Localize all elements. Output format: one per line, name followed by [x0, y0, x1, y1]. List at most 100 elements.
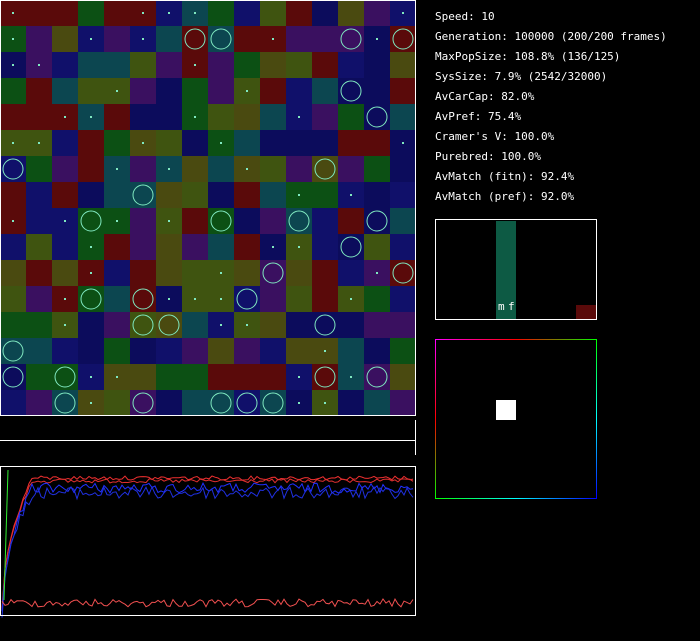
agent — [132, 184, 154, 206]
plot-line — [1, 485, 414, 618]
stat-line: Cramer's V: 100.0% — [435, 130, 555, 143]
agent — [314, 158, 336, 180]
cell — [234, 0, 260, 26]
cell — [52, 0, 78, 26]
cell — [26, 156, 52, 182]
cell — [312, 364, 338, 390]
cell — [260, 286, 286, 312]
cell — [78, 338, 104, 364]
cell — [390, 78, 416, 104]
cell — [390, 364, 416, 390]
agent — [236, 288, 258, 310]
cell — [338, 390, 364, 416]
cell — [338, 338, 364, 364]
cell — [364, 156, 390, 182]
cell — [286, 156, 312, 182]
agent — [12, 38, 14, 40]
cell — [182, 182, 208, 208]
cell — [0, 338, 26, 364]
cell — [364, 52, 390, 78]
cell — [182, 130, 208, 156]
cell — [104, 390, 130, 416]
agent — [38, 64, 40, 66]
agent — [132, 314, 154, 336]
cell — [26, 390, 52, 416]
agent — [350, 194, 352, 196]
cell — [130, 390, 156, 416]
cell — [208, 78, 234, 104]
world-grid — [0, 0, 416, 416]
cell — [260, 260, 286, 286]
cell — [260, 312, 286, 338]
agent — [314, 314, 336, 336]
agent — [298, 246, 300, 248]
cell — [390, 312, 416, 338]
cell — [338, 52, 364, 78]
cell — [234, 208, 260, 234]
cell — [390, 338, 416, 364]
stat-line: Generation: 100000 (200/200 frames) — [435, 30, 667, 43]
cell — [52, 182, 78, 208]
cell — [182, 312, 208, 338]
agent — [142, 38, 144, 40]
cell — [52, 260, 78, 286]
agent — [142, 142, 144, 144]
cell — [130, 364, 156, 390]
cell — [260, 52, 286, 78]
cell — [78, 182, 104, 208]
stat-line: AvMatch (fitn): 92.4% — [435, 170, 574, 183]
agent — [392, 28, 414, 50]
cell — [78, 286, 104, 312]
agent — [168, 298, 170, 300]
agent — [12, 220, 14, 222]
cell — [78, 208, 104, 234]
hist-label: m — [498, 300, 505, 313]
agent — [402, 12, 404, 14]
cell — [234, 130, 260, 156]
agent — [220, 272, 222, 274]
cell — [182, 234, 208, 260]
agent — [168, 168, 170, 170]
agent — [90, 246, 92, 248]
cell — [338, 26, 364, 52]
cell — [104, 338, 130, 364]
agent — [194, 64, 196, 66]
cell — [286, 78, 312, 104]
plot-border — [0, 466, 416, 616]
cell — [312, 26, 338, 52]
cell — [208, 26, 234, 52]
cell — [390, 234, 416, 260]
cell — [0, 156, 26, 182]
cell — [26, 338, 52, 364]
cell — [338, 104, 364, 130]
cell — [0, 78, 26, 104]
cell — [286, 52, 312, 78]
cell — [234, 286, 260, 312]
agent — [298, 376, 300, 378]
cell — [156, 130, 182, 156]
cell — [26, 260, 52, 286]
cell — [182, 26, 208, 52]
cell — [234, 182, 260, 208]
cell — [0, 234, 26, 260]
cell — [338, 0, 364, 26]
cell — [52, 78, 78, 104]
cell — [104, 130, 130, 156]
cell — [52, 234, 78, 260]
agent — [64, 324, 66, 326]
agent — [324, 402, 326, 404]
cell — [0, 286, 26, 312]
agent — [38, 142, 40, 144]
agent — [220, 142, 222, 144]
cell — [78, 156, 104, 182]
cell — [390, 208, 416, 234]
agent — [2, 158, 24, 180]
cell — [312, 52, 338, 78]
cell — [130, 260, 156, 286]
cell — [390, 104, 416, 130]
cell — [78, 0, 104, 26]
cell — [130, 234, 156, 260]
cell — [0, 390, 26, 416]
agent — [90, 376, 92, 378]
agent — [90, 402, 92, 404]
